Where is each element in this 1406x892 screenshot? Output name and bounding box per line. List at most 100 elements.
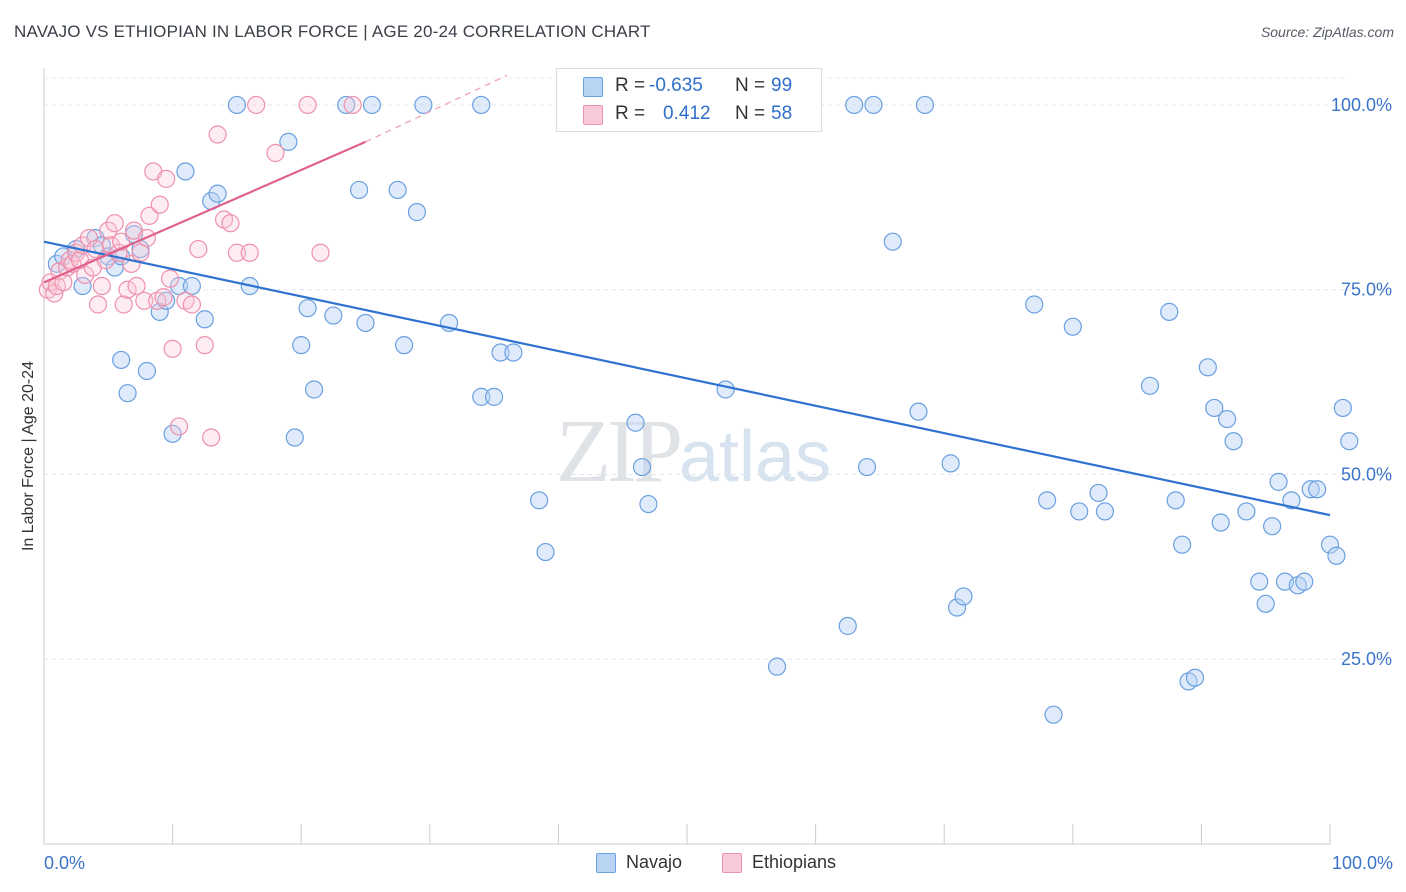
navajo-point (1333, 398, 1352, 418)
navajo-point (1025, 295, 1044, 314)
navajo-point (1282, 491, 1301, 510)
navajo-point (208, 184, 227, 203)
navajo-point (1166, 491, 1185, 510)
navajo-point (947, 598, 967, 617)
navajo-point (1173, 535, 1192, 554)
navajo-point (491, 343, 510, 362)
x-tick-label-min: 0.0% (44, 853, 85, 873)
navajo-point (304, 380, 324, 399)
navajo-point (845, 95, 864, 115)
ethiopians-point (79, 228, 99, 248)
ethiopians-point (157, 169, 176, 188)
navajo-point (838, 616, 857, 636)
ethiopians-legend-label: Ethiopians (752, 852, 837, 872)
navajo-point (227, 95, 246, 115)
navajo-point (394, 336, 414, 355)
ethiopians-trend-extension (365, 74, 508, 143)
source-label: Source: ZipAtlas.com (1260, 24, 1394, 40)
ethiopians-point (202, 428, 221, 447)
navajo-point (504, 343, 523, 362)
y-tick-label: 75.0% (1341, 280, 1392, 300)
navajo-point (163, 424, 182, 443)
navajo-point (639, 494, 658, 514)
watermark-atlas: atlas (679, 417, 832, 497)
navajo-point (1237, 502, 1256, 521)
watermark: ZIPatlas (556, 400, 831, 503)
navajo-point (530, 491, 549, 510)
ethiopians-point (154, 288, 173, 307)
ethiopians-point (99, 221, 118, 240)
ethiopians-point (150, 195, 169, 214)
navajo-point (1269, 472, 1288, 491)
navajo-point (716, 380, 735, 399)
navajo-point (857, 457, 877, 477)
navajo-r-value: -0.635 (649, 75, 703, 96)
y-tick-label: 25.0% (1341, 649, 1392, 669)
chart-title: NAVAJO VS ETHIOPIAN IN LABOR FORCE | AGE… (14, 22, 651, 41)
navajo-point (1308, 480, 1327, 499)
navajo-point (292, 336, 311, 355)
ethiopians-point (240, 243, 259, 262)
navajo-point (150, 302, 169, 321)
ethiopians-point (140, 206, 159, 225)
navajo-swatch (583, 77, 603, 97)
navajo-point (1044, 705, 1063, 724)
navajo-r-label: R = (615, 75, 646, 96)
navajo-point (1250, 572, 1269, 591)
ethiopians-legend-swatch (722, 853, 742, 873)
navajo-point (1205, 398, 1224, 418)
navajo-point (1327, 546, 1346, 565)
ethiopians-point (127, 276, 146, 296)
stats-legend: R = -0.635 N = 99 R = 0.412 N = 58 (556, 68, 822, 132)
stats-row-ethiopians: R = 0.412 N = 58 (557, 101, 821, 129)
navajo-point (137, 361, 156, 381)
navajo-point (349, 180, 369, 200)
navajo-point (1089, 483, 1108, 503)
ethiopians-point (266, 143, 285, 163)
ethiopians-point (163, 339, 182, 358)
ethiopians-point (105, 214, 124, 233)
ethiopians-n-value: 58 (771, 103, 793, 124)
watermark-zip: ZIP (556, 402, 683, 501)
ethiopians-point (189, 239, 208, 259)
navajo-point (407, 203, 427, 222)
ethiopians-point (195, 336, 214, 355)
ethiopians-point (208, 125, 227, 144)
x-tick-label-max: 100.0% (1332, 853, 1393, 873)
navajo-point (279, 132, 298, 152)
navajo-point (472, 95, 491, 115)
ethiopians-point (76, 265, 95, 285)
ethiopians-point (221, 214, 240, 233)
navajo-point (356, 313, 375, 333)
navajo-point (414, 95, 433, 115)
navajo-point (388, 180, 407, 200)
ethiopians-swatch (583, 105, 603, 125)
navajo-point (883, 232, 902, 251)
navajo-point (472, 387, 491, 406)
navajo-point (1037, 491, 1057, 510)
navajo-point (324, 306, 343, 325)
navajo-point (536, 542, 555, 562)
navajo-point (285, 428, 304, 447)
ethiopians-trend-line (43, 140, 366, 284)
navajo-point (1301, 480, 1320, 499)
navajo-point (73, 276, 92, 296)
navajo-point (1224, 432, 1243, 451)
ethiopians-point (169, 417, 189, 436)
navajo-point (1218, 409, 1237, 429)
navajo-point (1295, 572, 1314, 591)
ethiopians-point (182, 295, 201, 314)
navajo-point (632, 457, 652, 477)
navajo-point (195, 310, 214, 329)
navajo-point (1063, 317, 1082, 336)
y-axis-label: In Labor Force | Age 20-24 (20, 360, 37, 552)
navajo-point (362, 95, 382, 115)
navajo-point (1185, 668, 1205, 687)
navajo-point (1198, 358, 1217, 377)
navajo-point (864, 95, 883, 115)
ethiopians-point (88, 295, 108, 314)
y-tick-label: 100.0% (1331, 95, 1392, 115)
ethiopians-n-label: N = (735, 103, 766, 124)
ethiopians-point (135, 291, 154, 310)
